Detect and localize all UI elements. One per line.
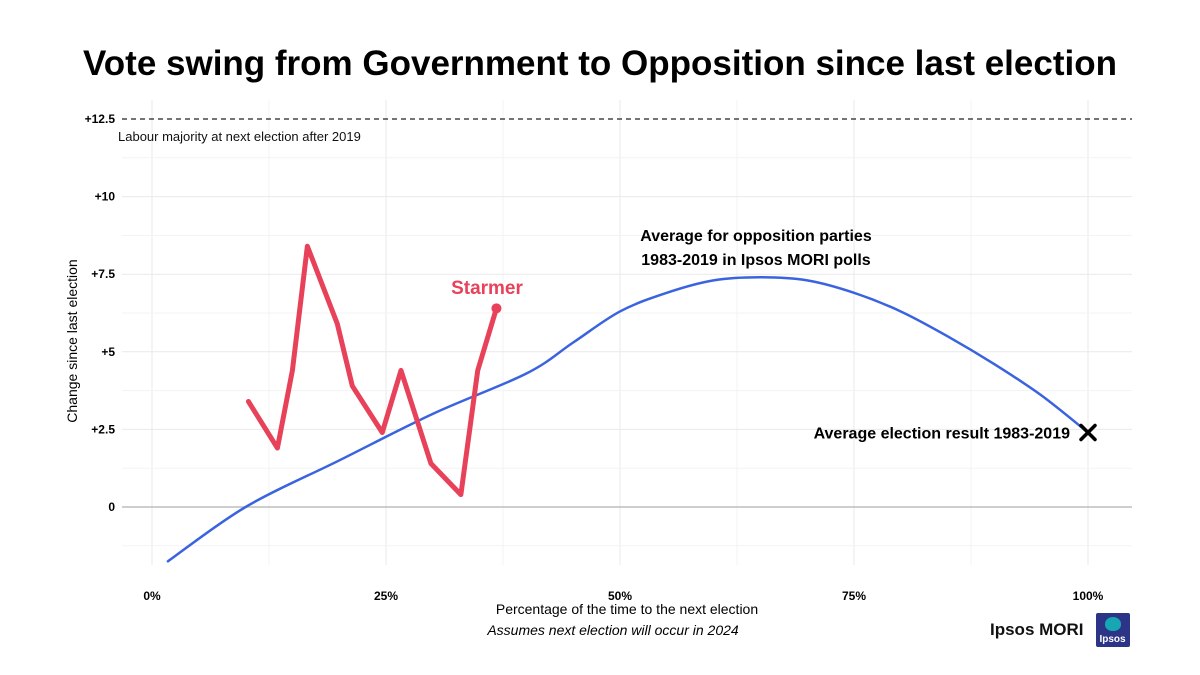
series-line-average	[166, 276, 1090, 563]
x-tick-label: 75%	[842, 589, 866, 603]
election-result-x-icon	[1079, 423, 1097, 442]
chart-title: Vote swing from Government to Opposition…	[83, 44, 1117, 83]
logo-mark	[1104, 617, 1121, 631]
y-tick-label: +5	[101, 345, 115, 359]
y-axis-label: Change since last election	[64, 259, 80, 422]
series-line-starmer	[245, 243, 499, 498]
annotations: Starmer Average for opposition parties 198…	[451, 228, 1097, 443]
logo-text: Ipsos	[1099, 634, 1126, 645]
y-tick-label: +7.5	[91, 267, 115, 281]
ipsos-logo-icon: Ipsos	[1095, 613, 1130, 647]
series-label-starmer: Starmer	[451, 278, 523, 299]
series-label-average-line: Average for opposition parties	[640, 228, 872, 245]
series-label-average-line: 1983-2019 in Ipsos MORI polls	[641, 252, 871, 269]
y-tick-label: +10	[95, 190, 116, 204]
x-tick-label: 100%	[1073, 589, 1104, 603]
x-tick-label: 0%	[143, 589, 161, 603]
x-axis-note: Assumes next election will occur in 2024	[486, 622, 739, 638]
x-axis-label: Percentage of the time to the next elect…	[496, 601, 758, 617]
y-tick-label: +12.5	[85, 112, 116, 126]
election-result-label: Average election result 1983-2019	[814, 426, 1071, 443]
x-tick-label: 50%	[608, 589, 632, 603]
brand-footer: Ipsos MORI Ipsos	[990, 613, 1130, 647]
reference-line-group: Labour majority at next election after 2…	[118, 118, 1132, 144]
y-tick-label: +2.5	[91, 422, 115, 436]
tick-labels: 0 +2.5 +5 +7.5 +10 +12.5 0% 25% 50% 75% 100%	[85, 112, 1104, 603]
grid-lines	[122, 100, 1132, 565]
reference-line-label: Labour majority at next election after 2…	[118, 129, 361, 144]
series-end-point-starmer	[491, 303, 502, 314]
series-group	[166, 243, 1090, 563]
x-tick-label: 25%	[374, 589, 398, 603]
brand-name: Ipsos MORI	[990, 620, 1084, 639]
y-tick-label: 0	[108, 500, 115, 514]
